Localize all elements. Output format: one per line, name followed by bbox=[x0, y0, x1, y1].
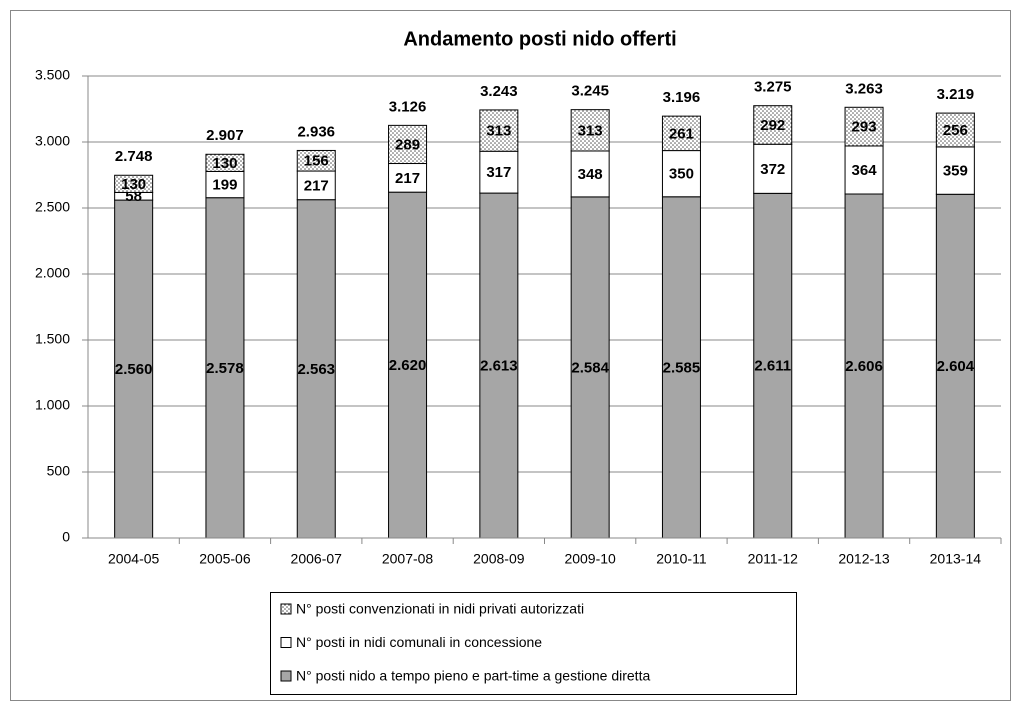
bar-segment bbox=[388, 163, 428, 193]
bar-segment bbox=[479, 192, 519, 539]
data-label: 2.620 bbox=[389, 357, 427, 374]
data-label: 2.606 bbox=[845, 358, 883, 375]
legend-swatch bbox=[280, 670, 292, 682]
bar-segment bbox=[479, 109, 519, 152]
data-label: 313 bbox=[486, 123, 511, 140]
y-tick-label: 1.500 bbox=[35, 331, 70, 347]
data-label: 372 bbox=[760, 161, 785, 178]
data-label: 313 bbox=[578, 122, 603, 139]
data-label: 2.584 bbox=[571, 359, 609, 376]
data-label: 348 bbox=[578, 166, 603, 183]
data-label: 2.585 bbox=[663, 359, 701, 376]
data-label: 2.613 bbox=[480, 358, 518, 375]
x-tick-label: 2004-05 bbox=[108, 551, 160, 567]
total-label: 3.196 bbox=[663, 89, 701, 106]
x-tick-label: 2010-11 bbox=[656, 551, 707, 567]
bar-segment bbox=[753, 143, 793, 194]
data-label: 359 bbox=[943, 163, 968, 180]
data-label: 317 bbox=[486, 164, 511, 181]
bar-segment bbox=[661, 115, 701, 152]
bar-segment bbox=[844, 106, 884, 147]
data-label: 2.560 bbox=[115, 361, 153, 378]
bar-segment bbox=[296, 199, 336, 539]
data-label: 130 bbox=[212, 155, 237, 172]
bar-segment bbox=[935, 146, 975, 195]
x-tick-label: 2005-06 bbox=[199, 551, 251, 567]
y-tick-label: 500 bbox=[47, 463, 71, 479]
bar-segment bbox=[114, 174, 154, 193]
data-label: 130 bbox=[121, 176, 146, 193]
y-tick-label: 2.500 bbox=[35, 199, 70, 215]
legend-swatch bbox=[280, 603, 292, 615]
x-tick-label: 2008-09 bbox=[473, 551, 525, 567]
bar-segment bbox=[570, 109, 610, 152]
total-label: 2.936 bbox=[297, 123, 335, 140]
bar-segment bbox=[753, 105, 793, 145]
data-label: 261 bbox=[669, 125, 694, 142]
data-label: 156 bbox=[304, 153, 329, 170]
bar-segment bbox=[205, 197, 245, 539]
total-label: 3.275 bbox=[754, 79, 792, 96]
legend-box bbox=[270, 592, 797, 695]
bar-segment bbox=[570, 196, 610, 539]
data-label: 293 bbox=[852, 119, 877, 136]
data-label: 2.563 bbox=[297, 361, 335, 378]
data-label: 217 bbox=[304, 177, 329, 194]
total-label: 3.245 bbox=[571, 83, 609, 100]
x-tick-label: 2009-10 bbox=[564, 551, 616, 567]
total-label: 3.219 bbox=[937, 86, 975, 103]
bar-segment bbox=[388, 191, 428, 539]
data-label: 350 bbox=[669, 166, 694, 183]
total-label: 3.126 bbox=[389, 98, 427, 115]
data-label: 364 bbox=[852, 162, 878, 179]
data-label: 2.604 bbox=[937, 358, 975, 375]
total-label: 2.748 bbox=[115, 148, 153, 165]
data-label: 292 bbox=[760, 117, 785, 134]
bar-segment bbox=[661, 150, 701, 198]
y-tick-label: 2.000 bbox=[35, 265, 70, 281]
bar-segment bbox=[296, 170, 336, 201]
bar-segment bbox=[935, 193, 975, 539]
y-tick-label: 0 bbox=[62, 529, 70, 545]
y-tick-label: 1.000 bbox=[35, 397, 70, 413]
legend-label: N° posti in nidi comunali in concessione bbox=[296, 634, 542, 650]
y-tick-label: 3.500 bbox=[35, 67, 70, 83]
bar-segment bbox=[479, 150, 519, 194]
data-label: 199 bbox=[212, 177, 237, 194]
data-label: 217 bbox=[395, 170, 420, 187]
total-label: 3.243 bbox=[480, 83, 518, 100]
x-tick-label: 2011-12 bbox=[748, 551, 799, 567]
chart-title: Andamento posti nido offerti bbox=[403, 28, 676, 50]
total-label: 2.907 bbox=[206, 127, 244, 144]
data-label: 2.611 bbox=[754, 358, 791, 375]
bar-segment bbox=[205, 170, 245, 199]
legend-label: N° posti convenzionati in nidi privati a… bbox=[296, 601, 584, 617]
y-tick-label: 3.000 bbox=[35, 133, 70, 149]
x-tick-label: 2013-14 bbox=[930, 551, 982, 567]
legend-swatch bbox=[280, 637, 292, 648]
data-label: 256 bbox=[943, 122, 968, 139]
bar-segment bbox=[388, 124, 428, 165]
x-tick-label: 2006-07 bbox=[291, 551, 343, 567]
bar-segment bbox=[205, 153, 245, 172]
x-tick-label: 2007-08 bbox=[382, 551, 434, 567]
data-label: 289 bbox=[395, 136, 420, 153]
total-label: 3.263 bbox=[845, 80, 883, 97]
bar-segment bbox=[935, 112, 975, 148]
bar-segment bbox=[570, 150, 610, 198]
x-tick-label: 2012-13 bbox=[838, 551, 890, 567]
bar-segment bbox=[296, 149, 336, 172]
data-label: 2.578 bbox=[206, 360, 244, 377]
legend-label: N° posti nido a tempo pieno e part-time … bbox=[296, 668, 650, 684]
